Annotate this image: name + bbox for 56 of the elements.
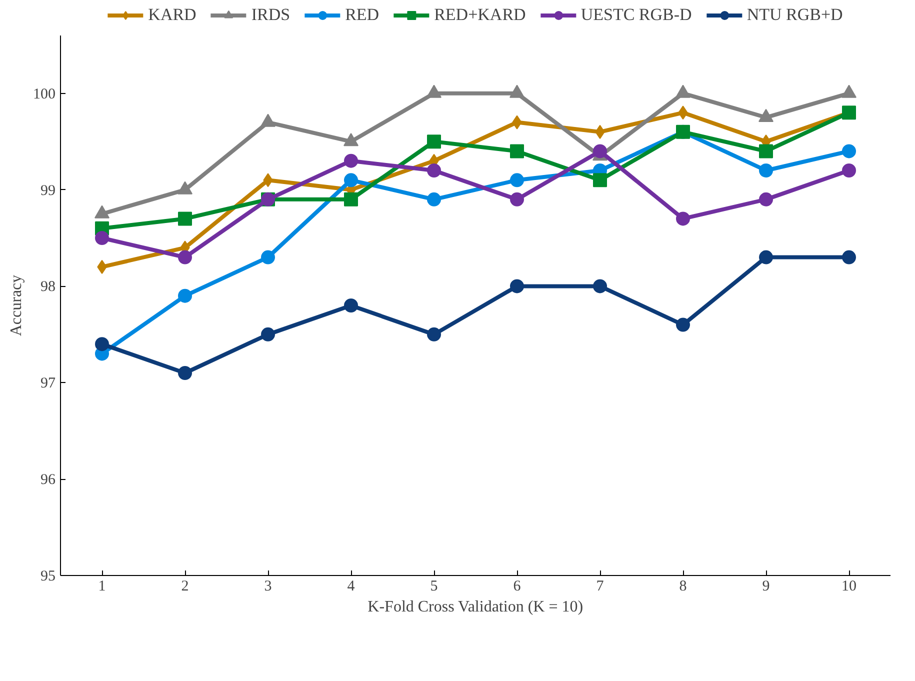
y-tick-label: 99 — [40, 182, 56, 199]
legend-label: IRDS — [251, 5, 290, 25]
point — [261, 250, 275, 264]
point — [510, 144, 524, 158]
point — [676, 318, 690, 332]
legend-label: UESTC RGB-D — [580, 5, 692, 25]
point — [510, 279, 524, 294]
y-axis-title: Accuracy — [8, 274, 25, 336]
point — [510, 173, 524, 188]
x-tick-label: 8 — [679, 578, 687, 594]
y-tick-label: 97 — [40, 376, 56, 392]
point — [344, 192, 358, 206]
point — [759, 250, 773, 264]
point — [178, 288, 192, 303]
x-tick-label: 6 — [513, 578, 522, 594]
point — [261, 327, 275, 342]
x-tick-label: 2 — [181, 578, 189, 594]
point — [593, 173, 607, 188]
point — [427, 134, 441, 149]
point — [842, 250, 856, 264]
point — [676, 212, 690, 226]
x-tick-label: 4 — [347, 578, 356, 594]
point — [759, 164, 773, 178]
point — [95, 231, 109, 245]
point — [427, 192, 441, 206]
y-tick-label: 100 — [33, 86, 56, 102]
point — [427, 164, 441, 178]
x-tick-label: 5 — [430, 578, 438, 594]
legend-label: RED — [345, 5, 380, 25]
point — [593, 144, 607, 158]
legend-label: NTU RGB+D — [746, 5, 843, 25]
point — [759, 192, 773, 206]
point — [593, 279, 607, 294]
point — [427, 327, 441, 342]
point — [344, 154, 358, 168]
x-tick-label: 9 — [762, 578, 770, 594]
x-tick-label: 10 — [842, 578, 856, 594]
x-axis-title: K-Fold Cross Validation (K = 10) — [368, 598, 584, 616]
y-tick-label: 95 — [40, 568, 56, 584]
point — [344, 173, 358, 188]
point — [178, 366, 192, 380]
x-tick-label: 1 — [98, 578, 106, 594]
x-tick-label: 3 — [264, 578, 272, 594]
x-tick-label: 7 — [596, 578, 604, 594]
y-tick-label: 96 — [40, 472, 56, 488]
point — [344, 298, 358, 312]
point — [842, 164, 856, 178]
point — [842, 144, 856, 158]
point — [178, 212, 192, 226]
legend-label: RED+KARD — [434, 5, 526, 25]
y-tick-label: 98 — [40, 279, 56, 296]
point — [759, 144, 773, 158]
point — [510, 192, 524, 206]
point — [95, 337, 109, 352]
point — [178, 250, 192, 264]
legend-label: KARD — [148, 5, 196, 25]
